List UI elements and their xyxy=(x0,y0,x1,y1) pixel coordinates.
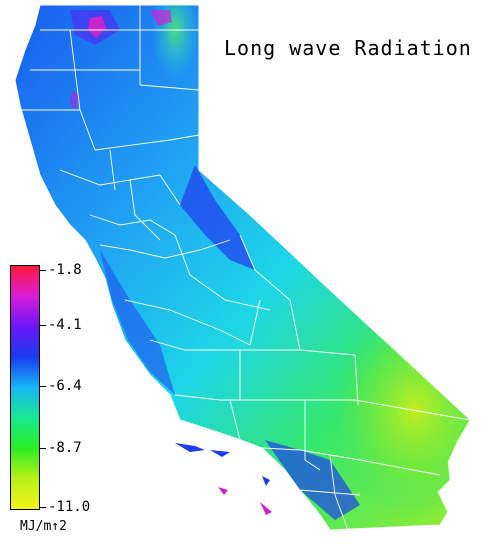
color-scale-bar xyxy=(10,265,40,510)
map-title: Long wave Radiation xyxy=(224,36,472,60)
peak-highlights xyxy=(88,16,106,38)
coast-range-band xyxy=(100,250,175,395)
south-mountains xyxy=(265,440,360,520)
legend-tick-label: -11.0 xyxy=(48,499,91,515)
channel-island-4 xyxy=(218,487,228,495)
legend-tick xyxy=(40,270,46,271)
channel-island-3 xyxy=(262,476,270,486)
county-lines xyxy=(22,5,471,531)
legend-tick-label: -6.4 xyxy=(48,378,82,394)
legend-tick-label: -8.7 xyxy=(48,440,82,456)
sierra-band xyxy=(180,165,255,270)
channel-island-5 xyxy=(260,502,272,515)
legend-tick xyxy=(40,448,46,449)
channel-island-1 xyxy=(175,443,205,452)
legend-tick-label: -4.1 xyxy=(48,317,82,333)
legend-tick xyxy=(40,507,46,508)
peak-highlights-3 xyxy=(70,90,80,110)
legend-units: MJ/m↑2 xyxy=(20,519,67,534)
peak-highlights-2 xyxy=(150,10,172,26)
legend-tick-label: -1.8 xyxy=(48,262,82,278)
legend-tick xyxy=(40,386,46,387)
legend-tick xyxy=(40,325,46,326)
channel-island-2 xyxy=(210,450,230,457)
